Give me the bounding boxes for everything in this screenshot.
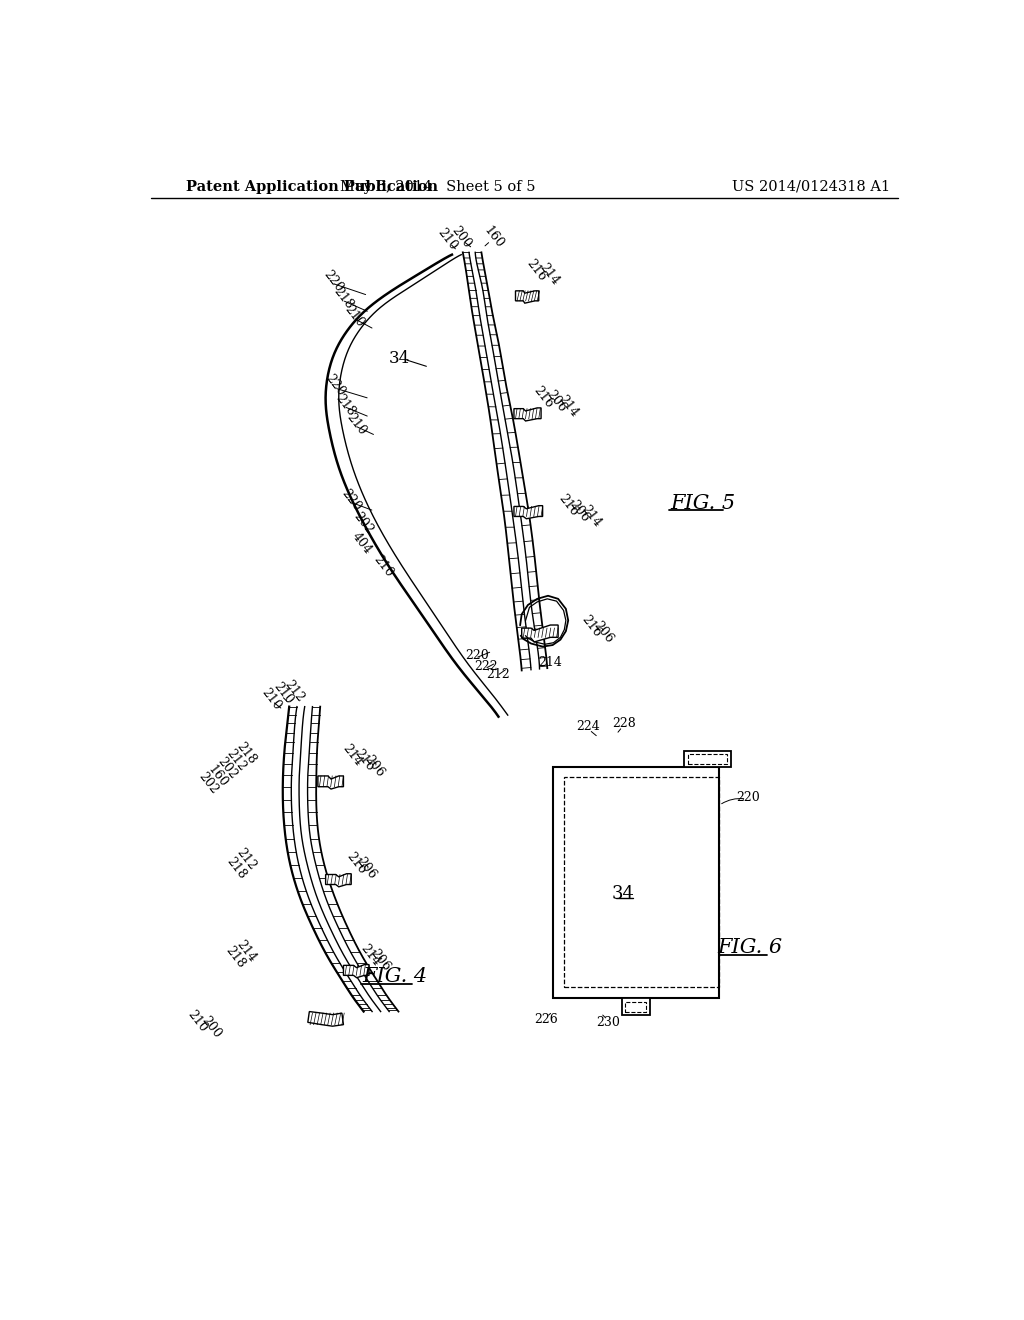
Text: 212: 212 <box>283 678 307 705</box>
Polygon shape <box>326 874 351 887</box>
Text: 160: 160 <box>481 223 506 251</box>
Text: 216: 216 <box>579 614 604 640</box>
Text: 216: 216 <box>556 491 581 519</box>
Text: 212: 212 <box>233 846 258 873</box>
Text: 210: 210 <box>344 411 369 437</box>
Text: 214: 214 <box>233 939 258 965</box>
Text: FIG. 6: FIG. 6 <box>717 939 782 957</box>
Polygon shape <box>515 290 539 304</box>
Text: 220: 220 <box>736 791 760 804</box>
Text: 216: 216 <box>344 850 369 876</box>
Text: FIG. 5: FIG. 5 <box>671 494 735 513</box>
Text: 210: 210 <box>270 680 296 708</box>
Text: 210: 210 <box>372 553 396 579</box>
Text: 206: 206 <box>544 388 569 414</box>
Text: 206: 206 <box>361 754 387 780</box>
Text: 218: 218 <box>331 285 356 312</box>
Text: 214: 214 <box>556 393 581 420</box>
Polygon shape <box>343 965 369 978</box>
Bar <box>563 777 719 987</box>
Text: 210: 210 <box>185 1007 210 1034</box>
Bar <box>684 751 731 767</box>
Text: 214: 214 <box>340 742 366 768</box>
Text: 220: 220 <box>339 487 364 513</box>
Text: 218: 218 <box>222 944 248 972</box>
Text: 228: 228 <box>612 717 636 730</box>
Text: 216: 216 <box>530 384 556 411</box>
Text: 224: 224 <box>575 721 599 733</box>
Text: 160: 160 <box>206 763 230 789</box>
Bar <box>688 754 727 764</box>
Text: 220: 220 <box>321 268 346 294</box>
Bar <box>553 767 719 998</box>
Text: 220: 220 <box>465 649 488 663</box>
Text: 202: 202 <box>350 510 375 537</box>
Text: 202: 202 <box>215 755 240 781</box>
Text: 218: 218 <box>224 855 249 882</box>
Text: 214: 214 <box>539 656 562 669</box>
Text: 206: 206 <box>566 498 592 524</box>
Text: 206: 206 <box>369 948 393 974</box>
Text: 216: 216 <box>352 747 377 774</box>
Text: FIG. 4: FIG. 4 <box>362 968 427 986</box>
Text: 216: 216 <box>524 256 549 284</box>
Polygon shape <box>521 626 558 642</box>
Text: 214: 214 <box>358 942 383 969</box>
Text: 404: 404 <box>349 529 375 557</box>
Text: 206: 206 <box>591 619 615 645</box>
Text: 212: 212 <box>224 747 249 774</box>
Text: 212: 212 <box>486 668 510 681</box>
Bar <box>622 998 649 1015</box>
Text: 200: 200 <box>200 1014 224 1040</box>
Text: 200: 200 <box>449 223 474 251</box>
Polygon shape <box>308 1011 343 1026</box>
Text: 214: 214 <box>579 503 604 529</box>
Text: 202: 202 <box>197 771 221 797</box>
Text: 34: 34 <box>611 884 634 903</box>
Polygon shape <box>317 776 343 789</box>
Text: 210: 210 <box>435 226 460 252</box>
Polygon shape <box>514 506 543 519</box>
Text: 226: 226 <box>535 1012 558 1026</box>
Text: 210: 210 <box>342 302 367 330</box>
Text: US 2014/0124318 A1: US 2014/0124318 A1 <box>732 180 891 194</box>
Text: 222: 222 <box>474 660 498 673</box>
Polygon shape <box>514 408 541 421</box>
Text: 210: 210 <box>259 685 284 713</box>
Text: 218: 218 <box>333 392 357 418</box>
Text: 34: 34 <box>389 350 410 367</box>
Text: 220: 220 <box>324 372 348 399</box>
Text: 218: 218 <box>233 739 258 766</box>
Text: Patent Application Publication: Patent Application Publication <box>186 180 438 194</box>
Text: 214: 214 <box>537 260 561 288</box>
Text: May 8, 2014   Sheet 5 of 5: May 8, 2014 Sheet 5 of 5 <box>340 180 536 194</box>
Bar <box>625 1002 646 1012</box>
Text: 230: 230 <box>597 1016 621 1028</box>
Text: 206: 206 <box>354 855 379 882</box>
